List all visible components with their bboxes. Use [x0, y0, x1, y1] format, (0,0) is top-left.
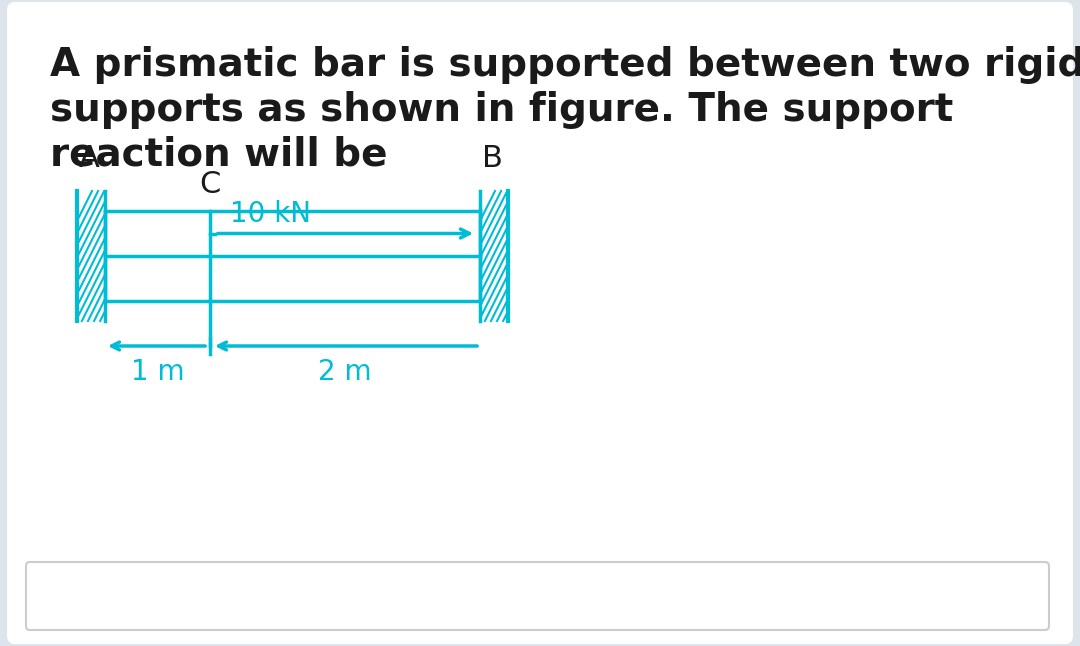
Text: 2 m: 2 m [319, 358, 372, 386]
Text: C: C [200, 170, 220, 199]
Text: A prismatic bar is supported between two rigid: A prismatic bar is supported between two… [50, 46, 1080, 84]
Text: B: B [482, 144, 503, 173]
Text: 10 kN: 10 kN [230, 200, 311, 227]
Text: A: A [79, 144, 99, 173]
FancyBboxPatch shape [26, 562, 1049, 630]
Text: supports as shown in figure. The support: supports as shown in figure. The support [50, 91, 954, 129]
Text: reaction will be: reaction will be [50, 136, 388, 174]
Text: 1 m: 1 m [131, 358, 185, 386]
FancyBboxPatch shape [6, 2, 1074, 644]
